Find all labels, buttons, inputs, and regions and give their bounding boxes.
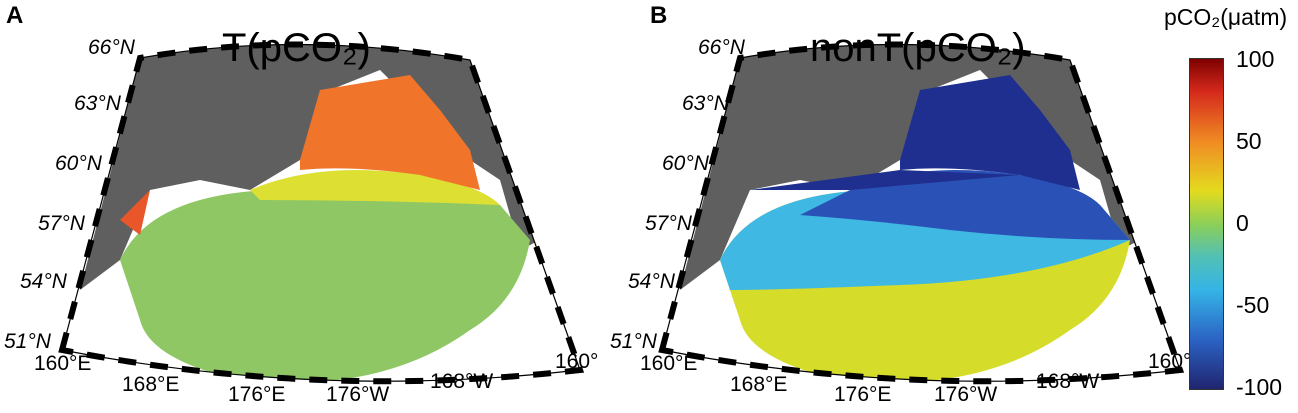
panel-a-label: A bbox=[6, 2, 24, 29]
lon-label-a-5: 160° bbox=[555, 350, 599, 373]
panel-b-title: nonT(pCO₂) bbox=[810, 26, 1026, 70]
lat-label-a-4: 54°N bbox=[20, 270, 67, 293]
colorbar-tick-3: -50 bbox=[1236, 292, 1270, 318]
map-a bbox=[58, 41, 585, 385]
sea-field-b-darkblue-2 bbox=[750, 170, 1020, 190]
lon-label-a-4: 168°W bbox=[430, 370, 494, 393]
land-b bbox=[680, 44, 1160, 290]
panel-a: A T(pCO₂) 66°N 63°N 60°N 57°N 54°N 51°N … bbox=[0, 0, 640, 413]
lat-label-b-3: 57°N bbox=[645, 212, 692, 235]
map-a-border bbox=[61, 43, 581, 382]
lat-label-a-2: 60°N bbox=[55, 152, 102, 175]
lat-label-b-5: 51°N bbox=[610, 330, 657, 353]
lat-label-a-0: 66°N bbox=[88, 36, 135, 59]
lon-label-a-3: 176°W bbox=[326, 383, 390, 406]
sea-field-a-coast bbox=[120, 190, 150, 235]
colorbar-tick-4: -100 bbox=[1236, 374, 1283, 400]
sea-field-b-blue bbox=[800, 170, 1130, 240]
colorbar: pCO₂(μatm) 100 50 0 -50 -100 bbox=[1164, 0, 1298, 413]
lon-label-b-5: 160° bbox=[1148, 350, 1192, 373]
lat-label-a-1: 63°N bbox=[74, 92, 121, 115]
colorbar-tick-2: 0 bbox=[1236, 210, 1249, 236]
lat-label-b-2: 60°N bbox=[662, 152, 709, 175]
lon-label-b-0: 160°E bbox=[640, 352, 698, 375]
lon-label-b-2: 176°E bbox=[834, 383, 892, 406]
land-a bbox=[80, 44, 560, 290]
sea-field-a bbox=[120, 187, 530, 382]
colorbar-title: pCO₂(μatm) bbox=[1164, 4, 1288, 30]
lon-label-a-1: 168°E bbox=[122, 373, 180, 396]
lon-label-b-4: 168°W bbox=[1036, 370, 1100, 393]
lon-label-a-0: 160°E bbox=[34, 352, 92, 375]
lat-label-a-3: 57°N bbox=[38, 212, 85, 235]
lat-label-b-1: 63°N bbox=[682, 92, 729, 115]
colorbar-gradient bbox=[1189, 58, 1224, 390]
lat-label-b-0: 66°N bbox=[698, 36, 745, 59]
lat-label-b-4: 54°N bbox=[628, 270, 675, 293]
map-b bbox=[658, 41, 1185, 385]
sea-field-a-orange bbox=[300, 75, 480, 190]
lat-label-a-5: 51°N bbox=[4, 330, 51, 353]
lon-label-a-2: 176°E bbox=[228, 383, 286, 406]
colorbar-tick-0: 100 bbox=[1236, 46, 1275, 72]
lon-label-b-1: 168°E bbox=[730, 373, 788, 396]
panel-b: B nonT(pCO₂) 66°N 63°N 60°N 57°N 54°N 51… bbox=[600, 0, 1240, 413]
colorbar-tick-1: 50 bbox=[1236, 128, 1262, 154]
panel-a-title: T(pCO₂) bbox=[222, 26, 371, 70]
sea-field-b-darkblue bbox=[900, 75, 1080, 190]
map-b-border bbox=[661, 43, 1181, 382]
lon-label-b-3: 176°W bbox=[934, 383, 998, 406]
panel-b-label: B bbox=[650, 2, 668, 29]
